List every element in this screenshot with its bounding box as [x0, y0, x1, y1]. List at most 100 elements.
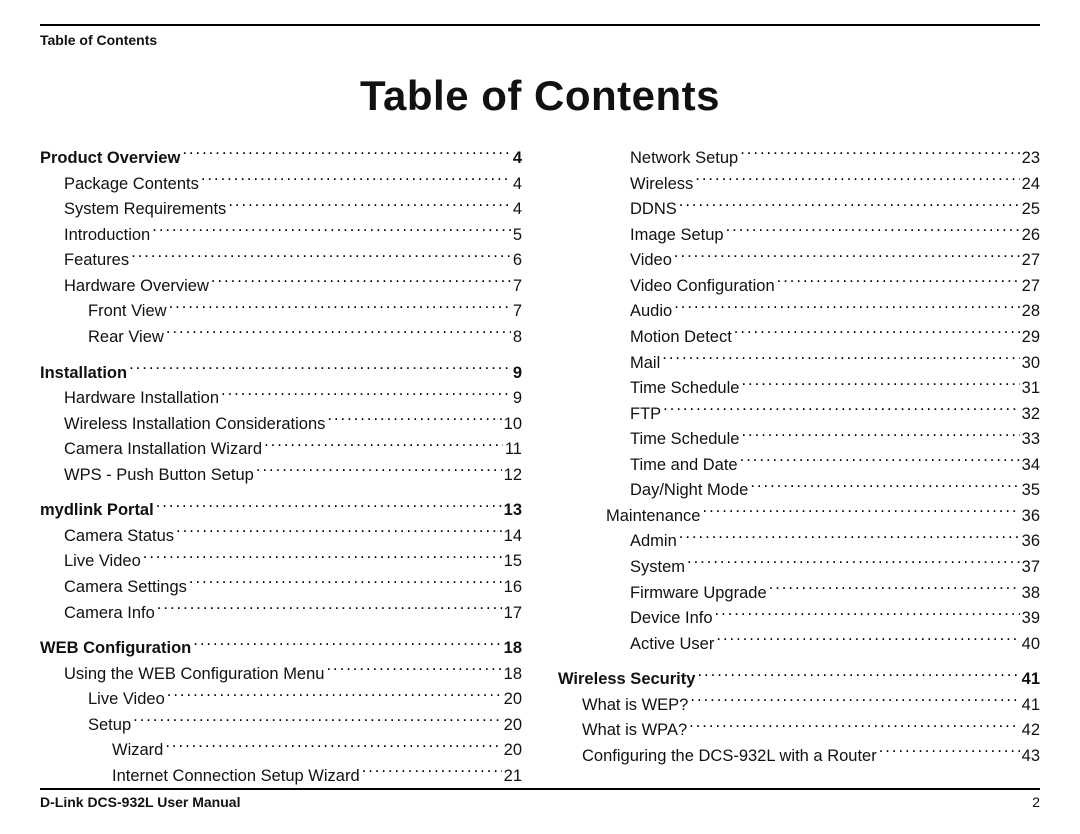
toc-leader-dots [679, 198, 1020, 215]
toc-entry[interactable]: Installation9 [40, 361, 522, 387]
toc-entry-page: 21 [504, 764, 522, 790]
toc-entry[interactable]: Setup 20 [40, 713, 522, 739]
toc-entry[interactable]: Image Setup26 [558, 223, 1040, 249]
toc-leader-dots [362, 764, 502, 781]
toc-entry-page: 23 [1022, 146, 1040, 172]
toc-leader-dots [182, 147, 511, 164]
toc-entry-page: 10 [504, 412, 522, 438]
toc-entry[interactable]: Wireless Security41 [558, 667, 1040, 693]
toc-entry-page: 31 [1022, 376, 1040, 402]
toc-leader-dots [189, 576, 502, 593]
toc-entry-label: Hardware Overview [64, 274, 209, 300]
toc-entry-page: 30 [1022, 351, 1040, 377]
toc-entry-page: 5 [513, 223, 522, 249]
toc-entry-label: mydlink Portal [40, 498, 154, 524]
toc-leader-dots [143, 550, 502, 567]
toc-entry[interactable]: Audio28 [558, 299, 1040, 325]
toc-entry[interactable]: Camera Status14 [40, 524, 522, 550]
toc-entry-page: 4 [513, 146, 522, 172]
toc-entry[interactable]: Rear View8 [40, 325, 522, 351]
toc-entry[interactable]: Package Contents4 [40, 172, 522, 198]
toc-entry-page: 7 [513, 299, 522, 325]
toc-entry[interactable]: Hardware Installation9 [40, 386, 522, 412]
toc-entry[interactable]: Hardware Overview7 [40, 274, 522, 300]
toc-entry-label: Rear View [88, 325, 164, 351]
toc-entry[interactable]: System37 [558, 555, 1040, 581]
page-root: Table of Contents Table of Contents Prod… [0, 0, 1080, 834]
toc-leader-dots [715, 607, 1020, 624]
footer-rule [40, 788, 1040, 790]
toc-entry[interactable]: Firmware Upgrade38 [558, 581, 1040, 607]
toc-entry-label: Audio [630, 299, 672, 325]
toc-leader-dots [726, 223, 1020, 240]
toc-entry[interactable]: Using the WEB Configuration Menu18 [40, 662, 522, 688]
toc-entry-label: Front View [88, 299, 167, 325]
toc-leader-dots [152, 223, 511, 240]
toc-entry[interactable]: Configuring the DCS-932L with a Router43 [558, 744, 1040, 770]
toc-entry-page: 34 [1022, 453, 1040, 479]
toc-entry[interactable]: Camera Installation Wizard11 [40, 437, 522, 463]
toc-entry[interactable]: Product Overview4 [40, 146, 522, 172]
toc-entry-page: 18 [504, 636, 522, 662]
toc-entry[interactable]: WEB Configuration18 [40, 636, 522, 662]
toc-entry[interactable]: Wireless24 [558, 172, 1040, 198]
toc-entry[interactable]: System Requirements4 [40, 197, 522, 223]
toc-entry[interactable]: FTP32 [558, 402, 1040, 428]
toc-entry[interactable]: Time Schedule33 [558, 427, 1040, 453]
toc-entry[interactable]: Maintenance36 [558, 504, 1040, 530]
toc-entry-label: What is WEP? [582, 693, 688, 719]
toc-entry[interactable]: Wireless Installation Considerations10 [40, 412, 522, 438]
toc-entry[interactable]: Time Schedule31 [558, 376, 1040, 402]
toc-entry-label: System Requirements [64, 197, 226, 223]
toc-leader-dots [327, 412, 501, 429]
toc-entry[interactable]: Mail30 [558, 351, 1040, 377]
footer-page-number: 2 [1032, 794, 1040, 810]
toc-leader-dots [129, 361, 511, 378]
toc-leader-dots [674, 300, 1019, 317]
toc-entry-page: 39 [1022, 606, 1040, 632]
toc-entry[interactable]: Network Setup23 [558, 146, 1040, 172]
toc-columns: Product Overview4Package Contents4System… [40, 146, 1040, 790]
toc-entry-page: 20 [504, 713, 522, 739]
toc-entry-label: Camera Info [64, 601, 155, 627]
toc-entry[interactable]: DDNS25 [558, 197, 1040, 223]
toc-entry[interactable]: Features6 [40, 248, 522, 274]
toc-entry[interactable]: What is WPA?42 [558, 718, 1040, 744]
toc-entry-page: 37 [1022, 555, 1040, 581]
toc-entry[interactable]: Wizard20 [40, 738, 522, 764]
toc-entry[interactable]: mydlink Portal13 [40, 498, 522, 524]
toc-entry[interactable]: Active User40 [558, 632, 1040, 658]
toc-leader-dots [166, 325, 511, 342]
toc-entry[interactable]: Time and Date34 [558, 453, 1040, 479]
toc-leader-dots [156, 499, 502, 516]
toc-entry-label: Introduction [64, 223, 150, 249]
toc-entry[interactable]: Video27 [558, 248, 1040, 274]
toc-entry[interactable]: Front View 7 [40, 299, 522, 325]
toc-entry-page: 41 [1022, 693, 1040, 719]
toc-leader-dots [193, 637, 501, 654]
toc-entry[interactable]: Video Configuration27 [558, 274, 1040, 300]
toc-entry[interactable]: Admin36 [558, 529, 1040, 555]
toc-entry[interactable]: Motion Detect29 [558, 325, 1040, 351]
toc-column-left: Product Overview4Package Contents4System… [40, 146, 522, 790]
toc-entry-label: Video Configuration [630, 274, 775, 300]
toc-entry-page: 17 [504, 601, 522, 627]
toc-entry-label: Setup [88, 713, 131, 739]
toc-entry[interactable]: Day/Night Mode35 [558, 478, 1040, 504]
toc-entry-label: Motion Detect [630, 325, 732, 351]
toc-leader-dots [702, 504, 1019, 521]
toc-entry[interactable]: Live Video20 [40, 687, 522, 713]
toc-entry-label: Firmware Upgrade [630, 581, 767, 607]
toc-entry[interactable]: WPS - Push Button Setup12 [40, 463, 522, 489]
toc-entry[interactable]: Device Info39 [558, 606, 1040, 632]
toc-entry-page: 14 [504, 524, 522, 550]
toc-entry[interactable]: Live Video15 [40, 549, 522, 575]
toc-entry[interactable]: Introduction 5 [40, 223, 522, 249]
toc-leader-dots [734, 325, 1020, 342]
toc-entry-label: Camera Settings [64, 575, 187, 601]
toc-entry[interactable]: Camera Settings16 [40, 575, 522, 601]
toc-entry[interactable]: What is WEP? 41 [558, 693, 1040, 719]
toc-entry[interactable]: Camera Info 17 [40, 601, 522, 627]
toc-entry[interactable]: Internet Connection Setup Wizard21 [40, 764, 522, 790]
toc-leader-dots [326, 662, 501, 679]
